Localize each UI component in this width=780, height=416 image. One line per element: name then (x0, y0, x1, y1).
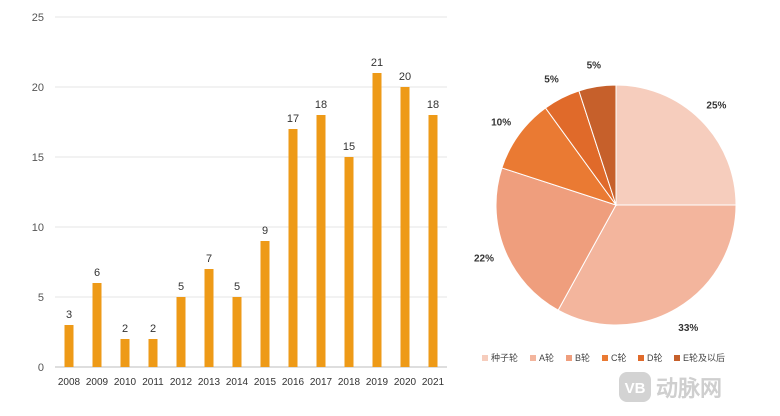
x-tick-label: 2009 (86, 377, 109, 388)
legend-label: C轮 (611, 352, 627, 363)
bar-2012 (176, 297, 186, 367)
pie-value-label: 5% (544, 75, 559, 86)
bar-chart-gridlines (55, 16, 447, 368)
x-tick-label: 2014 (226, 377, 249, 388)
bar-2010 (120, 339, 130, 367)
watermark-text: 动脉网 (656, 376, 722, 401)
pie-slice-5 (578, 84, 617, 206)
x-tick-label: 2016 (282, 377, 305, 388)
x-tick-label: 2017 (310, 377, 333, 388)
legend-label: A轮 (539, 352, 554, 363)
legend-swatch (602, 355, 608, 361)
pie-chart-legend: 种子轮 A轮 B轮 C轮 D轮 E轮及以后 (482, 352, 725, 363)
y-tick-label: 25 (32, 12, 44, 24)
bar-2020 (400, 87, 410, 367)
watermark: VB 动脉网 (619, 372, 722, 402)
bar-chart-data-labels: 3 6 2 2 5 7 5 9 17 18 15 21 20 18 (66, 57, 439, 335)
x-tick-label: 2011 (142, 377, 164, 388)
bar-2018 (344, 157, 354, 367)
legend-label: D轮 (647, 352, 663, 363)
bar-value-label: 3 (66, 309, 72, 321)
pie-chart-labels: 25% 33% 22% 10% 5% 5% (474, 61, 727, 335)
bar-chart-y-axis: 0 5 10 15 20 25 (32, 12, 44, 374)
bar-2019 (372, 73, 382, 367)
legend-swatch (482, 355, 488, 361)
x-tick-label: 2013 (198, 377, 221, 388)
legend-label: B轮 (575, 352, 590, 363)
bar-value-label: 5 (234, 281, 240, 293)
bar-2021 (428, 115, 438, 367)
bar-2013 (204, 269, 214, 367)
pie-value-label: 33% (678, 323, 698, 334)
bar-value-label: 21 (371, 57, 383, 69)
legend-swatch (566, 355, 572, 361)
x-tick-label: 2021 (422, 377, 445, 388)
y-tick-label: 20 (32, 82, 44, 94)
x-tick-label: 2012 (170, 377, 193, 388)
bar-value-label: 17 (287, 113, 299, 125)
bar-value-label: 18 (427, 99, 439, 111)
pie-value-label: 5% (587, 61, 602, 72)
pie-slice-2 (495, 167, 617, 311)
x-tick-label: 2020 (394, 377, 417, 388)
pie-value-label: 22% (474, 253, 494, 264)
bar-2011 (148, 339, 158, 367)
bar-2008 (64, 325, 74, 367)
legend-label: 种子轮 (491, 352, 518, 363)
bar-value-label: 2 (150, 323, 156, 335)
pie-chart: 25% 33% 22% 10% 5% 5% 种子轮 A轮 B轮 C轮 D轮 E轮及以后 (474, 61, 737, 363)
bar-2016 (288, 129, 298, 367)
watermark-badge-icon (619, 372, 651, 402)
bar-value-label: 20 (399, 71, 411, 83)
legend-swatch (638, 355, 644, 361)
y-tick-label: 10 (32, 222, 44, 234)
y-tick-label: 5 (38, 292, 44, 304)
pie-value-label: 25% (706, 101, 726, 112)
bar-2014 (232, 297, 242, 367)
x-tick-label: 2019 (366, 377, 389, 388)
bar-value-label: 7 (206, 253, 212, 265)
pie-slice-3 (501, 107, 618, 206)
x-tick-label: 2015 (254, 377, 277, 388)
pie-slice-1 (557, 204, 737, 326)
pie-value-label: 10% (491, 118, 511, 129)
legend-swatch (674, 355, 680, 361)
x-tick-label: 2008 (58, 377, 81, 388)
pie-slice-0 (615, 84, 737, 206)
bar-value-label: 2 (122, 323, 128, 335)
y-tick-label: 0 (38, 362, 44, 374)
bar-2009 (92, 283, 102, 367)
x-tick-label: 2018 (338, 377, 361, 388)
pie-chart-slices (495, 84, 737, 326)
watermark-badge-text: VB (625, 380, 646, 397)
bar-value-label: 18 (315, 99, 327, 111)
bar-value-label: 6 (94, 267, 100, 279)
bar-value-label: 15 (343, 141, 355, 153)
legend-swatch (530, 355, 536, 361)
bar-value-label: 9 (262, 225, 268, 237)
x-tick-label: 2010 (114, 377, 137, 388)
bar-chart-x-axis: 2008 2009 2010 2011 2012 2013 2014 2015 2016 2017… (58, 377, 445, 388)
bar-2017 (316, 115, 326, 367)
y-tick-label: 15 (32, 152, 44, 164)
bar-2015 (260, 241, 270, 367)
bar-value-label: 5 (178, 281, 184, 293)
legend-label: E轮及以后 (683, 352, 725, 363)
bar-chart-bars (64, 73, 438, 367)
